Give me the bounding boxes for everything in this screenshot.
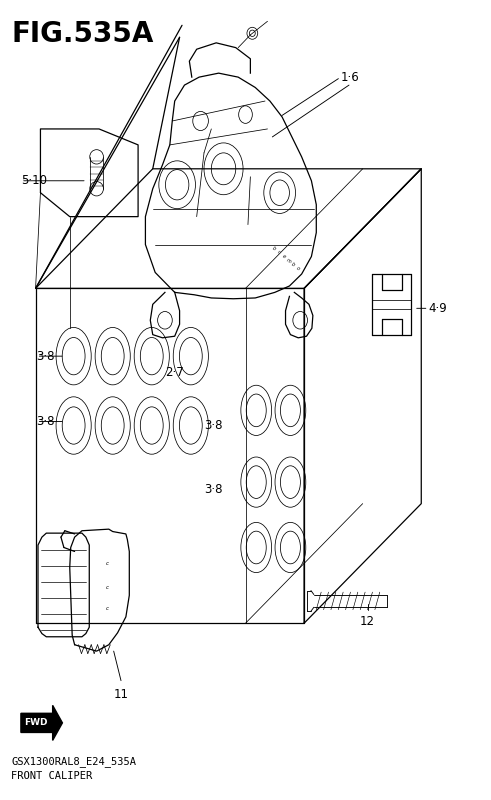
Text: 5·10: 5·10 (21, 174, 47, 187)
Text: c: c (106, 585, 109, 590)
Text: FIG.535A: FIG.535A (11, 20, 154, 48)
Text: m: m (285, 257, 292, 264)
Text: FRONT CALIPER: FRONT CALIPER (11, 771, 92, 781)
Text: c: c (106, 606, 109, 611)
Text: r: r (276, 250, 281, 255)
Text: 2·7: 2·7 (165, 366, 184, 378)
Text: 4·9: 4·9 (429, 302, 447, 315)
Text: 12: 12 (360, 615, 375, 628)
Text: FWD: FWD (24, 718, 47, 727)
Text: 1·6: 1·6 (341, 70, 359, 84)
Text: b: b (291, 262, 296, 267)
Text: c: c (106, 561, 109, 566)
Text: 11: 11 (113, 689, 129, 702)
Text: e: e (281, 254, 286, 259)
Text: 3·8: 3·8 (36, 350, 55, 362)
Text: GSX1300RAL8_E24_535A: GSX1300RAL8_E24_535A (11, 756, 136, 766)
Text: b: b (271, 246, 276, 251)
Text: 3·8: 3·8 (36, 415, 55, 428)
Text: 3·8: 3·8 (204, 419, 222, 432)
Text: 3·8: 3·8 (204, 482, 222, 496)
Text: o: o (296, 266, 301, 271)
Polygon shape (21, 706, 62, 741)
